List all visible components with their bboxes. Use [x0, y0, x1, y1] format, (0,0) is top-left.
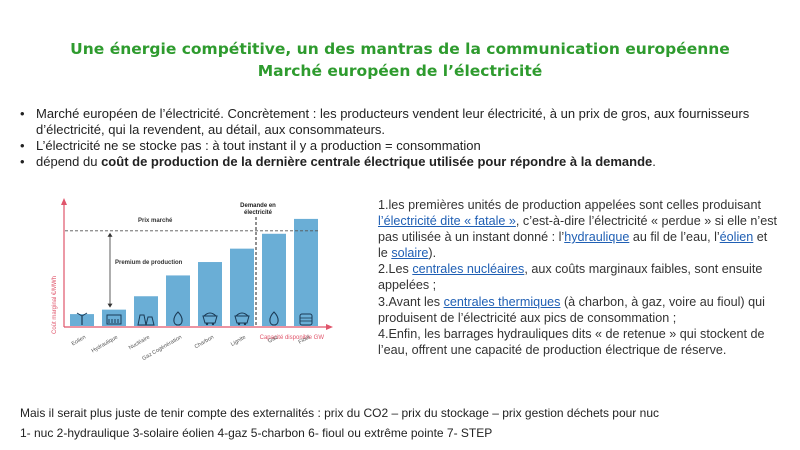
explanation-paragraph-3: 3.Avant les centrales thermiques (à char… — [378, 294, 778, 326]
chart-bar — [294, 218, 318, 326]
p1-text-e: ). — [428, 246, 437, 261]
bullet-item-2: L’électricité ne se stocke pas : à tout … — [18, 138, 788, 154]
chart-icons — [76, 311, 313, 326]
chart-x-arrow — [326, 324, 333, 330]
chart-bar — [166, 275, 190, 326]
chart-category-label: Nucléaire — [128, 335, 151, 352]
chart-bar — [198, 262, 222, 326]
chart-y-axis-label: Coût marginal €/MWh — [52, 276, 58, 334]
link-centrales-thermiques[interactable]: centrales thermiques — [443, 294, 561, 309]
chart-y-arrow — [61, 198, 67, 205]
link-centrales-nucleaires[interactable]: centrales nucléaires — [412, 262, 525, 277]
market-price-label: Prix marché — [138, 218, 173, 224]
bullet-3-bold: coût de production de la dernière centra… — [101, 154, 653, 169]
premium-arrow-head-bottom — [107, 303, 113, 308]
chart-bar — [102, 309, 126, 326]
p1-text-d: et le — [378, 230, 768, 261]
premium-label: Premium de production — [115, 260, 183, 266]
merit-order-chart: Coût marginal €/MWh Capacité disponible … — [52, 198, 333, 362]
link-electricite-fatale[interactable]: l’électricité dite « fatale » — [378, 214, 516, 229]
footer-externalities: Mais il serait plus juste de tenir compt… — [20, 406, 659, 420]
flame-icon — [269, 311, 279, 326]
p3-text-b: (à charbon, à gaz, voire au fioul) qui p… — [378, 294, 765, 325]
p2-text-a: 2.Les — [378, 262, 413, 277]
explanation-paragraph-4: 4.Enfin, les barrages hydrauliques dits … — [378, 326, 765, 357]
bullet-3-suffix: . — [652, 154, 656, 169]
chart-bar — [262, 233, 286, 326]
bullet-item-3: dépend du coût de production de la derni… — [18, 154, 788, 170]
p1-text-c: au fil de l’eau, l’ — [629, 230, 720, 245]
chart-category-label: Lignite — [230, 335, 247, 348]
p1-text-b: , c’est-à-dire l’électricité « perdue » … — [378, 214, 777, 245]
chart-bars — [70, 218, 318, 326]
coal-cart-icon — [202, 312, 218, 326]
wind-turbine-icon — [76, 312, 88, 325]
bullet-item-1: Marché européen de l’électricité. Concrè… — [18, 106, 788, 138]
chart-category-label: Fioul — [298, 335, 311, 346]
p1-text-a: 1.les premières unités de production app… — [378, 198, 761, 212]
link-hydraulique[interactable]: hydraulique — [564, 230, 630, 245]
oil-barrel-icon — [299, 313, 313, 326]
slide-title-line1: Une énergie compétitive, un des mantras … — [70, 40, 730, 58]
merit-order-explanation: 1.les premières unités de production app… — [378, 197, 778, 358]
link-solaire[interactable]: solaire — [391, 246, 429, 261]
chart-x-axis-label: Capacité disponible GW — [260, 335, 325, 341]
nuclear-plant-icon — [137, 314, 155, 326]
bullet-list: Marché européen de l’électricité. Concrè… — [18, 106, 788, 170]
flame-icon — [173, 311, 183, 326]
p3-text-a: 3.Avant les — [378, 294, 444, 309]
bullet-3-prefix: dépend du — [36, 154, 102, 169]
chart-bar — [134, 296, 158, 326]
demand-label-line1: Demande en — [240, 203, 276, 209]
chart-category-label: Hydraulique — [91, 335, 119, 355]
dam-icon — [106, 314, 122, 325]
chart-category-label: Gaz — [267, 334, 279, 344]
chart-bar — [230, 248, 254, 326]
footer-ranking: 1- nuc 2-hydraulique 3-solaire éolien 4-… — [20, 426, 493, 440]
demand-label-line2: électricité — [244, 210, 273, 216]
chart-category-label: Eolien — [71, 335, 87, 348]
chart-category-label: Charbon — [194, 335, 215, 351]
explanation-paragraph-2: 2.Les centrales nucléaires, aux coûts ma… — [378, 261, 778, 293]
link-eolien[interactable]: éolien — [719, 230, 754, 245]
p2-text-b: , aux coûts marginaux faibles, sont ensu… — [378, 262, 763, 293]
explanation-paragraph-1: 1.les premières unités de production app… — [378, 197, 778, 261]
premium-arrow-head-top — [107, 232, 113, 237]
lignite-cart-icon — [234, 312, 250, 326]
slide-title-line2: Marché européen de l’électricité — [257, 62, 543, 80]
